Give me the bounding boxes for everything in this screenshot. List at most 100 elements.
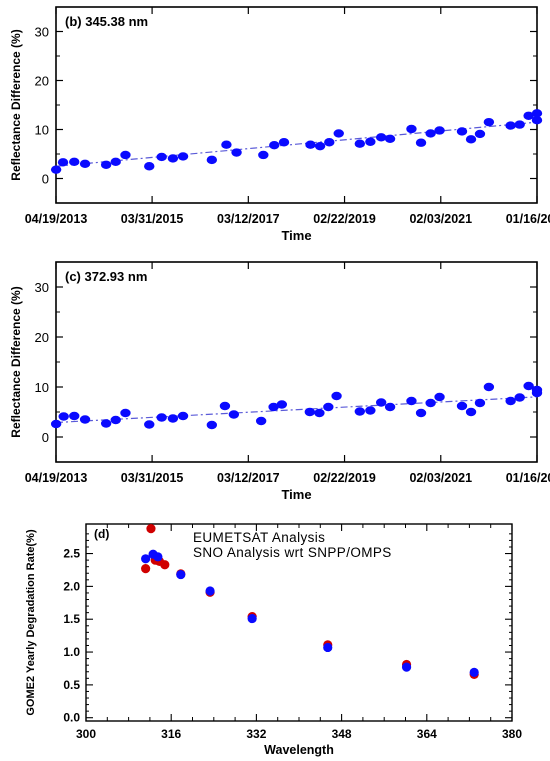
panel-label: (b) 345.38 nm xyxy=(65,14,148,29)
data-point xyxy=(228,410,240,419)
data-point xyxy=(69,157,80,167)
data-point xyxy=(375,398,387,407)
y-tick-label: 0 xyxy=(42,430,49,445)
data-point xyxy=(120,150,131,160)
x-tick-label: 03/31/2015 xyxy=(121,212,184,226)
trend-line xyxy=(55,396,538,424)
x-tick-label: 01/16/2023 xyxy=(506,212,550,226)
y-tick-label: 0 xyxy=(42,172,49,187)
data-point xyxy=(505,121,516,130)
x-tick-label: 02/22/2019 xyxy=(313,212,376,226)
data-point xyxy=(474,129,486,139)
data-point xyxy=(141,554,151,564)
y-tick-label: 30 xyxy=(35,25,49,40)
x-tick-label: 04/19/2013 xyxy=(25,212,88,226)
data-point xyxy=(160,560,170,570)
data-point xyxy=(514,120,525,129)
y-tick-label: 30 xyxy=(35,280,49,295)
data-point xyxy=(255,416,267,426)
x-axis-label: Wavelength xyxy=(264,743,334,757)
data-point xyxy=(406,124,417,134)
x-tick-label: 02/22/2019 xyxy=(313,471,376,485)
data-point xyxy=(304,407,316,417)
data-point xyxy=(365,406,376,415)
data-point xyxy=(120,408,131,418)
data-point xyxy=(305,140,316,149)
data-point xyxy=(146,523,156,534)
x-tick-label: 03/12/2017 xyxy=(217,212,280,226)
data-point xyxy=(268,402,279,412)
data-point xyxy=(469,667,479,678)
data-point xyxy=(415,138,427,147)
data-point xyxy=(110,157,121,167)
chart-b-svg: 0 10 20 30 04/19/2013 03/31/2015 03/12/2017 02/… xyxy=(9,6,550,243)
data-point xyxy=(465,135,477,144)
data-point xyxy=(206,420,218,430)
data-point xyxy=(167,154,179,163)
y-axis-label: GOME2 Yearly Degradation Rate(%) xyxy=(25,529,37,716)
y-tick-label: 20 xyxy=(35,330,49,345)
data-point xyxy=(167,414,179,423)
data-point xyxy=(531,115,543,125)
data-point xyxy=(177,411,189,421)
data-point xyxy=(156,413,167,422)
data-point xyxy=(176,569,186,580)
data-point xyxy=(456,127,468,136)
data-point xyxy=(384,134,396,144)
y-tick-label: 1.5 xyxy=(63,612,80,626)
data-point xyxy=(323,642,333,653)
data-point xyxy=(514,393,525,402)
data-point xyxy=(375,133,387,142)
data-point xyxy=(523,111,534,120)
data-point xyxy=(523,381,534,391)
x-tick-label: 332 xyxy=(246,727,266,741)
trend-line xyxy=(55,121,538,167)
x-tick-label: 03/12/2017 xyxy=(217,471,280,485)
y-tick-label: 2.0 xyxy=(63,579,80,593)
data-point xyxy=(144,420,155,429)
data-point xyxy=(177,152,189,161)
data-point xyxy=(50,419,62,429)
data-point xyxy=(100,160,112,169)
data-point xyxy=(79,415,91,424)
data-point xyxy=(354,139,366,148)
data-point xyxy=(50,165,62,174)
data-point xyxy=(314,408,325,418)
data-point xyxy=(465,407,477,417)
x-tick-label: 02/03/2021 xyxy=(409,212,472,226)
data-point xyxy=(58,412,69,421)
data-point xyxy=(110,415,121,425)
data-point xyxy=(415,408,427,418)
data-point xyxy=(324,138,335,147)
data-point xyxy=(231,148,242,157)
data-point xyxy=(434,392,445,402)
data-point xyxy=(456,401,468,411)
legend-entry: SNO Analysis wrt SNPP/OMPS xyxy=(193,545,392,560)
y-tick-label: 2.5 xyxy=(63,547,80,561)
chart-c-svg: 0 10 20 30 04/19/2013 03/31/2015 03/12/2017 02/… xyxy=(9,261,550,502)
data-point xyxy=(219,401,231,411)
data-point xyxy=(144,162,155,171)
data-point xyxy=(401,662,412,672)
data-point xyxy=(69,411,80,421)
chart-panel-b: 0 10 20 30 04/19/2013 03/31/2015 03/12/2017 02/… xyxy=(0,0,550,250)
y-axis-label: Reflectance Difference (%) xyxy=(9,29,23,180)
data-point xyxy=(314,141,326,151)
data-point xyxy=(269,140,280,150)
data-point xyxy=(156,152,167,162)
panel-label: (c) 372.93 nm xyxy=(65,269,147,284)
data-point xyxy=(221,140,232,149)
data-point xyxy=(247,613,257,624)
data-point xyxy=(531,109,543,118)
x-tick-label: 02/03/2021 xyxy=(409,471,472,485)
legend-entry: EUMETSAT Analysis xyxy=(193,530,325,545)
chart-panel-d: 300 316 332 348 364 380 0.0 0.5 1.0 1.5 2.0 2.5 Wave… xyxy=(0,515,550,761)
x-tick-label: 316 xyxy=(161,727,181,741)
chart-d-svg: 300 316 332 348 364 380 0.0 0.5 1.0 1.5 2.0 2.5 Wave… xyxy=(25,523,522,757)
data-point xyxy=(333,129,344,138)
data-point xyxy=(483,382,495,392)
data-point xyxy=(434,126,445,135)
data-point xyxy=(505,396,516,406)
data-point xyxy=(278,138,290,147)
y-tick-label: 0.0 xyxy=(63,711,80,725)
